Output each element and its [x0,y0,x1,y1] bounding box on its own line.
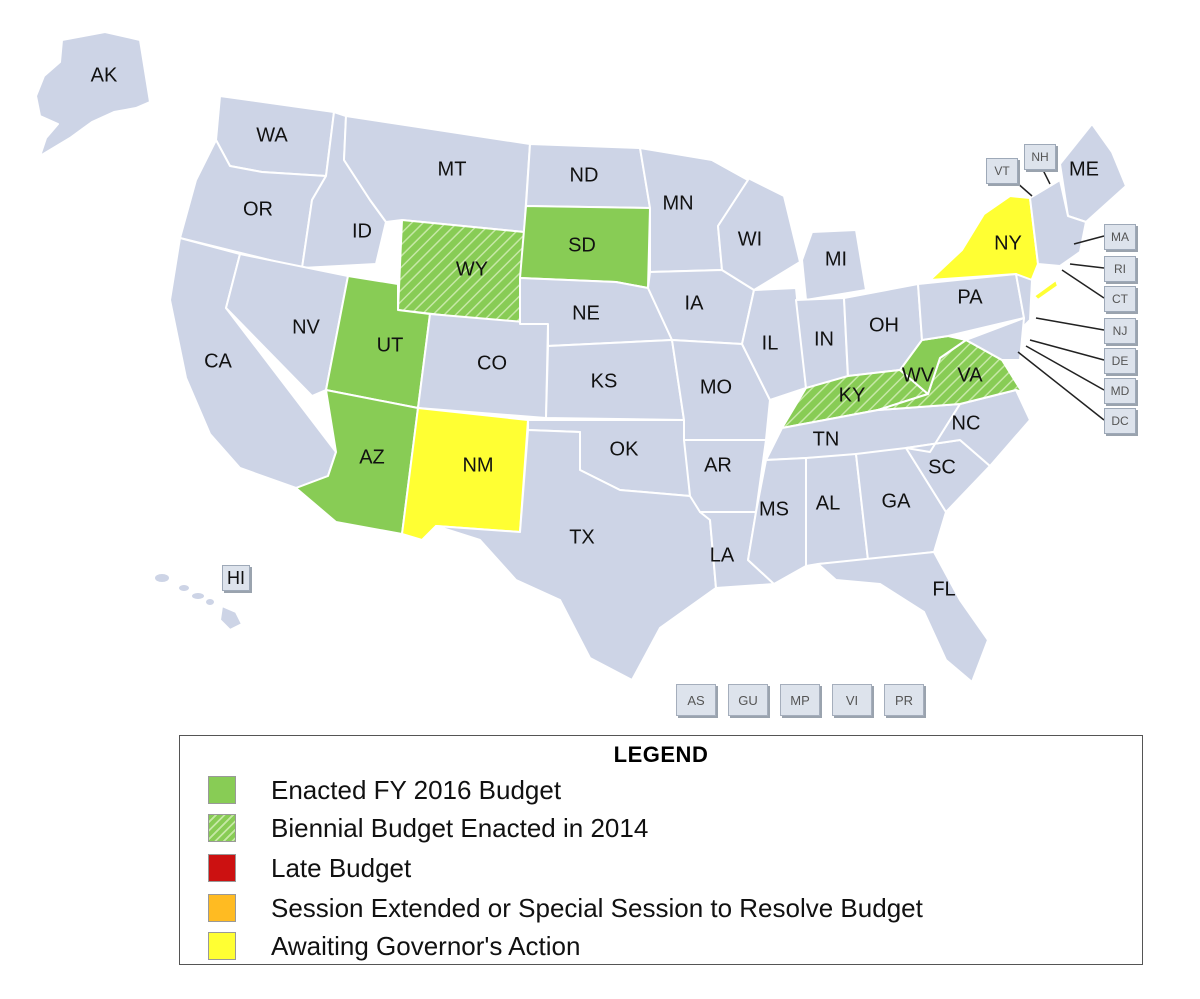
label-ks: KS [591,370,618,392]
label-ky: KY [839,384,866,406]
state-ct-label[interactable]: CT [1104,286,1136,312]
state-ak[interactable] [35,31,151,157]
label-wa: WA [256,124,288,146]
label-mi: MI [825,248,847,270]
state-ri-label[interactable]: RI [1104,256,1136,282]
label-ak: AK [91,64,118,86]
legend-item-extended: Session Extended or Special Session to R… [208,892,923,924]
label-az: AZ [359,446,385,468]
territory-pr-button[interactable]: PR [884,684,924,716]
label-va: VA [957,364,983,386]
label-nv: NV [292,316,320,338]
legend-item-enacted: Enacted FY 2016 Budget [208,774,561,806]
legend-item-awaiting: Awaiting Governor's Action [208,930,580,962]
territory-as-button[interactable]: AS [676,684,716,716]
legend-swatch-enacted [208,776,236,804]
state-ny-long-island [1033,279,1059,301]
state-hi[interactable] [219,605,243,631]
label-ut: UT [377,334,404,356]
legend-swatch-extended [208,894,236,922]
state-hi-label[interactable]: HI [222,565,250,591]
label-tx: TX [569,526,595,548]
label-ia: IA [685,292,705,314]
legend-label: Awaiting Governor's Action [271,930,581,961]
label-ar: AR [704,454,732,476]
hi-island [155,574,169,582]
state-new-england [1029,179,1087,267]
callout-lines [1015,163,1105,421]
hi-island [179,585,189,591]
label-nm: NM [462,454,493,476]
label-ne: NE [572,302,600,324]
legend-title: LEGEND [613,742,709,767]
label-wv: WV [902,364,935,386]
hi-island [192,593,204,599]
label-wi: WI [738,228,762,250]
legend-label: Enacted FY 2016 Budget [271,774,562,805]
state-il[interactable] [741,287,807,401]
label-in: IN [814,328,834,350]
state-mi[interactable] [801,229,867,301]
state-de-label[interactable]: DE [1104,348,1136,374]
label-fl: FL [932,578,955,600]
territory-gu-button[interactable]: GU [728,684,768,716]
legend-label: Session Extended or Special Session to R… [271,892,923,923]
label-sd: SD [568,234,596,256]
label-mn: MN [662,192,693,214]
state-tx[interactable] [435,429,717,681]
state-hi-group [155,574,243,631]
legend: LEGEND Enacted FY 2016 Budget Biennial B… [179,735,1143,965]
label-il: IL [762,332,779,354]
territory-mp-button[interactable]: MP [780,684,820,716]
label-nc: NC [952,412,981,434]
label-ca: CA [204,350,232,372]
state-nv[interactable] [225,253,349,397]
label-al: AL [816,492,840,514]
state-nh-label[interactable]: NH [1024,144,1056,170]
legend-swatch-late [208,854,236,882]
label-wy: WY [456,258,488,280]
label-la: LA [710,544,735,566]
label-sc: SC [928,456,956,478]
legend-item-biennial: Biennial Budget Enacted in 2014 [208,812,648,844]
legend-label: Biennial Budget Enacted in 2014 [271,812,649,843]
label-or: OR [243,198,273,220]
label-me: ME [1069,158,1099,180]
us-map: AK WA OR CA ID NV MT WY UT CO AZ NM ND S… [35,31,1127,683]
legend-swatch-awaiting [208,932,236,960]
state-wi[interactable] [711,159,801,291]
legend-label: Late Budget [271,852,412,883]
label-mo: MO [700,376,732,398]
state-vt-label[interactable]: VT [986,158,1018,184]
label-ny: NY [994,232,1022,254]
state-md-de-shape [965,317,1025,361]
label-ga: GA [882,490,912,512]
label-pa: PA [957,286,983,308]
label-tn: TN [813,428,840,450]
label-co: CO [477,352,507,374]
state-nj-label[interactable]: NJ [1104,318,1136,344]
state-ma-label[interactable]: MA [1104,224,1136,250]
label-ms: MS [759,498,789,520]
state-labels: AK WA OR CA ID NV MT WY UT CO AZ NM ND S… [91,64,1099,600]
label-oh: OH [869,314,899,336]
state-dc-label[interactable]: DC [1104,408,1136,434]
label-nd: ND [570,164,599,186]
territory-vi-button[interactable]: VI [832,684,872,716]
state-md-label[interactable]: MD [1104,378,1136,404]
state-fl[interactable] [817,551,989,683]
state-nj-shape [1015,273,1033,331]
legend-swatch-biennial [208,814,236,842]
legend-item-late: Late Budget [208,852,411,884]
label-ok: OK [610,438,640,460]
label-mt: MT [438,158,467,180]
label-id: ID [352,220,372,242]
hi-island [206,599,214,605]
